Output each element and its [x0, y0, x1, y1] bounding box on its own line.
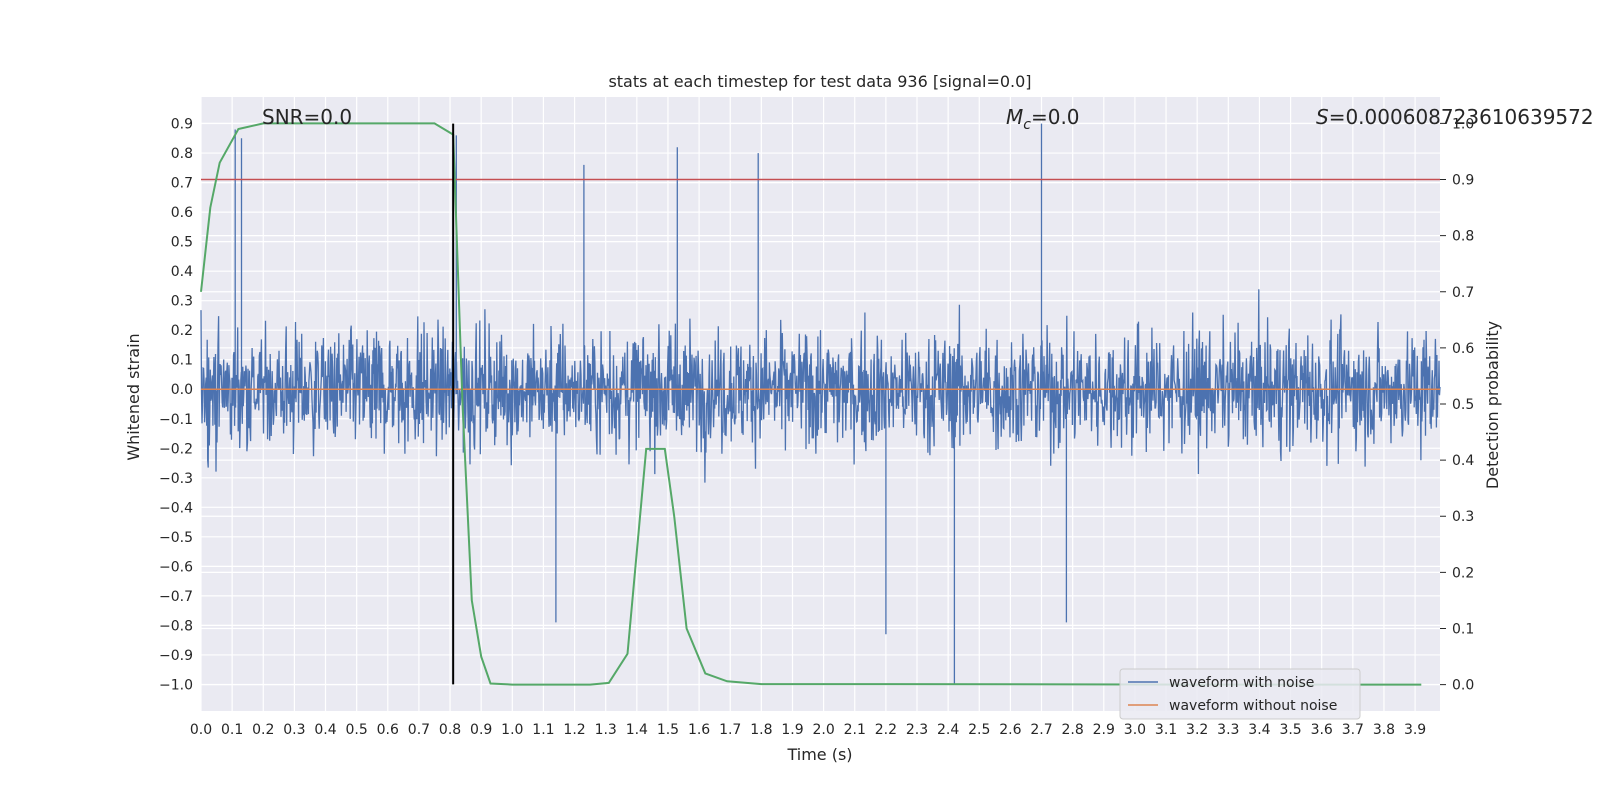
- y-tick-label: −0.5: [159, 530, 193, 546]
- x-tick-label: 1.4: [626, 722, 648, 738]
- x-tick-label: 2.6: [999, 722, 1021, 738]
- chirp-mass-subscript: c: [1023, 117, 1031, 133]
- x-tick-label: 2.8: [1062, 722, 1084, 738]
- x-tick-label: 0.9: [470, 722, 492, 738]
- y-tick-label: −0.2: [159, 441, 193, 457]
- y2-tick-label: 0.1: [1452, 621, 1474, 637]
- y-tick-label: −0.7: [159, 589, 193, 605]
- s-annotation: S=0.000608723610639572: [1316, 105, 1594, 129]
- y2-axis-ticks: 1.0 0.9 0.8 0.7 0.6 0.5 0.4 0.3 0.2 0.1 0.0: [1440, 116, 1474, 694]
- x-tick-label: 1.1: [532, 722, 554, 738]
- y-tick-label: −0.1: [159, 412, 193, 428]
- x-tick-label: 0.4: [314, 722, 336, 738]
- y2-tick-label: 0.6: [1452, 341, 1474, 357]
- x-tick-label: 2.1: [844, 722, 866, 738]
- y-axis-ticks: 0.9 0.8 0.7 0.6 0.5 0.4 0.3 0.2 0.1 0.0 −0.1 −0.2 −0…: [159, 117, 193, 694]
- x-tick-label: 3.5: [1279, 722, 1301, 738]
- legend-label-clean: waveform without noise: [1169, 698, 1337, 714]
- series-detection-probability: [200, 122, 1422, 686]
- x-tick-label: 1.5: [657, 722, 679, 738]
- chart-title: stats at each timestep for test data 936…: [608, 72, 1031, 91]
- x-tick-label: 2.7: [1030, 722, 1052, 738]
- chirp-mass-value: =0.0: [1031, 105, 1080, 129]
- y-tick-label: 0.8: [171, 146, 193, 162]
- y-axis-label: Whitened strain: [124, 333, 143, 460]
- x-tick-label: 3.4: [1248, 722, 1270, 738]
- y-tick-label: −0.3: [159, 471, 193, 487]
- x-tick-label: 1.3: [595, 722, 617, 738]
- x-tick-label: 3.7: [1342, 722, 1364, 738]
- y-tick-label: 0.7: [171, 176, 193, 192]
- x-tick-label: 3.1: [1155, 722, 1177, 738]
- x-tick-label: 3.3: [1217, 722, 1239, 738]
- x-tick-label: 0.1: [221, 722, 243, 738]
- y2-tick-label: 0.0: [1452, 678, 1474, 694]
- y-tick-label: −0.8: [159, 618, 193, 634]
- x-tick-label: 3.6: [1311, 722, 1333, 738]
- x-tick-label: 0.3: [283, 722, 305, 738]
- s-value: =0.000608723610639572: [1329, 105, 1594, 129]
- y2-tick-label: 0.3: [1452, 509, 1474, 525]
- legend: waveform with noise waveform without noi…: [1119, 668, 1361, 720]
- y-tick-label: 0.6: [171, 205, 193, 221]
- chirp-mass-symbol: M: [1006, 105, 1023, 129]
- s-symbol: S: [1316, 105, 1329, 129]
- y-tick-label: 0.9: [171, 117, 193, 133]
- y2-tick-label: 0.4: [1452, 453, 1474, 469]
- y-tick-label: −0.4: [159, 500, 193, 516]
- x-tick-label: 2.9: [1093, 722, 1115, 738]
- chirp-mass-annotation: Mc=0.0: [1006, 105, 1080, 133]
- x-tick-label: 1.0: [501, 722, 523, 738]
- y2-tick-label: 0.5: [1452, 397, 1474, 413]
- x-tick-label: 2.3: [906, 722, 928, 738]
- x-tick-label: 1.9: [781, 722, 803, 738]
- x-tick-label: 0.2: [252, 722, 274, 738]
- x-tick-label: 1.7: [719, 722, 741, 738]
- y2-tick-label: 0.9: [1452, 173, 1474, 189]
- legend-label-noise: waveform with noise: [1169, 675, 1314, 691]
- series-waveform-with-noise: [200, 123, 1441, 685]
- x-tick-label: 3.2: [1186, 722, 1208, 738]
- legend-box: [1119, 668, 1361, 720]
- x-tick-label: 2.5: [968, 722, 990, 738]
- y-tick-label: 0.4: [171, 264, 193, 280]
- x-tick-label: 3.9: [1404, 722, 1426, 738]
- x-tick-label: 3.8: [1373, 722, 1395, 738]
- x-tick-label: 1.2: [563, 722, 585, 738]
- x-tick-label: 0.5: [346, 722, 368, 738]
- y-tick-label: 0.1: [171, 353, 193, 369]
- x-tick-label: 2.2: [875, 722, 897, 738]
- y2-tick-label: 0.8: [1452, 229, 1474, 245]
- y-tick-label: −0.6: [159, 559, 193, 575]
- y-tick-label: 0.3: [171, 294, 193, 310]
- x-tick-label: 0.6: [377, 722, 399, 738]
- x-tick-label: 1.8: [750, 722, 772, 738]
- x-tick-label: 2.4: [937, 722, 959, 738]
- x-tick-label: 1.6: [688, 722, 710, 738]
- x-axis-ticks: 0.0 0.1 0.2 0.3 0.4 0.5 0.6 0.7 0.8 0.9 1.0 1.1 1.2 1…: [190, 722, 1426, 738]
- x-tick-label: 0.7: [408, 722, 430, 738]
- y2-tick-label: 0.7: [1452, 285, 1474, 301]
- y-tick-label: 0.5: [171, 235, 193, 251]
- y-tick-label: −0.9: [159, 648, 193, 664]
- snr-annotation: SNR=0.0: [262, 105, 352, 129]
- y2-tick-label: 0.2: [1452, 565, 1474, 581]
- y-tick-label: 0.2: [171, 323, 193, 339]
- x-tick-label: 2.0: [812, 722, 834, 738]
- x-axis-label: Time (s): [786, 745, 852, 764]
- y-tick-label: 0.0: [171, 382, 193, 398]
- y2-axis-label: Detection probability: [1483, 321, 1502, 489]
- x-tick-label: 0.0: [190, 722, 212, 738]
- y-tick-label: −1.0: [159, 677, 193, 693]
- x-tick-label: 0.8: [439, 722, 461, 738]
- y2-tick-label: 1.0: [1452, 116, 1474, 132]
- x-tick-label: 3.0: [1124, 722, 1146, 738]
